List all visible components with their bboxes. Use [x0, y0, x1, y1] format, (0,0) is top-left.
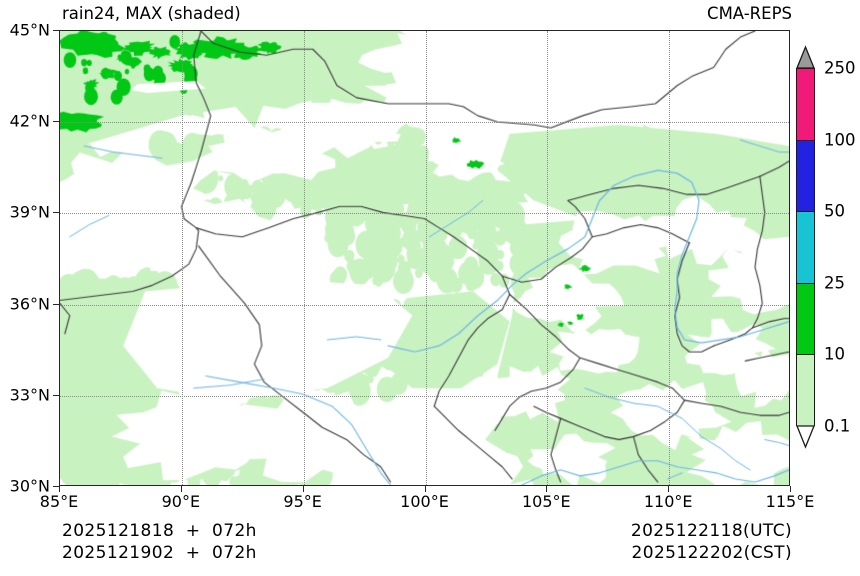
x-axis-label: 85°E [39, 492, 79, 511]
init-time-utc-label: 2025121818 + 072h [62, 521, 257, 541]
x-axis-label: 95°E [283, 492, 322, 511]
x-axis-tick [668, 486, 670, 492]
x-axis-label: 115°E [765, 492, 815, 511]
colorbar-min-arrow-icon [796, 425, 815, 449]
x-axis-tick [546, 486, 548, 492]
colorbar-level-label: 25 [824, 273, 845, 293]
y-axis-tick [53, 394, 59, 396]
model-name-label: CMA-REPS [707, 4, 792, 23]
x-axis-tick [424, 486, 426, 492]
init-time-cst-label: 2025121902 + 072h [62, 543, 257, 563]
colorbar-level-label: 100 [824, 130, 856, 150]
precipitation-shaded-map [60, 31, 789, 485]
colorbar-level-label: 0.1 [824, 416, 851, 436]
map-plot-area [59, 30, 790, 486]
colorbar-band [797, 69, 814, 141]
valid-time-cst-label: 2025122202(CST) [631, 543, 792, 563]
y-axis-tick [53, 212, 59, 214]
y-axis-label: 33°N [9, 385, 50, 405]
y-axis-label: 36°N [9, 294, 50, 314]
y-axis-tick [53, 486, 59, 487]
y-axis-tick [53, 30, 59, 31]
chart-title: rain24, MAX (shaded) [62, 4, 241, 23]
x-axis-tick [180, 486, 182, 492]
colorbar-band [797, 355, 814, 427]
y-axis-label: 42°N [9, 111, 50, 131]
colorbar-max-arrow-icon [796, 45, 815, 69]
y-axis-tick [53, 303, 59, 305]
x-axis-label: 100°E [400, 492, 449, 511]
colorbar-level-label: 10 [824, 344, 845, 364]
colorbar-band [797, 283, 814, 356]
x-axis-tick [302, 486, 304, 492]
y-axis-label: 39°N [9, 202, 50, 222]
y-axis-tick [53, 121, 59, 123]
valid-time-utc-label: 2025122118(UTC) [630, 521, 792, 541]
x-axis-tick [790, 486, 791, 492]
y-axis-label: 45°N [9, 20, 50, 40]
x-axis-label: 90°E [161, 492, 201, 511]
colorbar [796, 68, 815, 427]
colorbar-level-label: 250 [824, 58, 856, 78]
colorbar-level-label: 50 [824, 201, 845, 221]
y-axis-labels: 45°N 42°N 39°N 36°N 33°N 30°N [0, 0, 50, 576]
x-axis-tick [59, 486, 60, 492]
x-axis-label: 105°E [522, 492, 571, 511]
y-axis-label: 30°N [9, 476, 50, 496]
x-axis-label: 110°E [643, 492, 693, 511]
colorbar-band [797, 212, 814, 284]
colorbar-band [797, 140, 814, 213]
